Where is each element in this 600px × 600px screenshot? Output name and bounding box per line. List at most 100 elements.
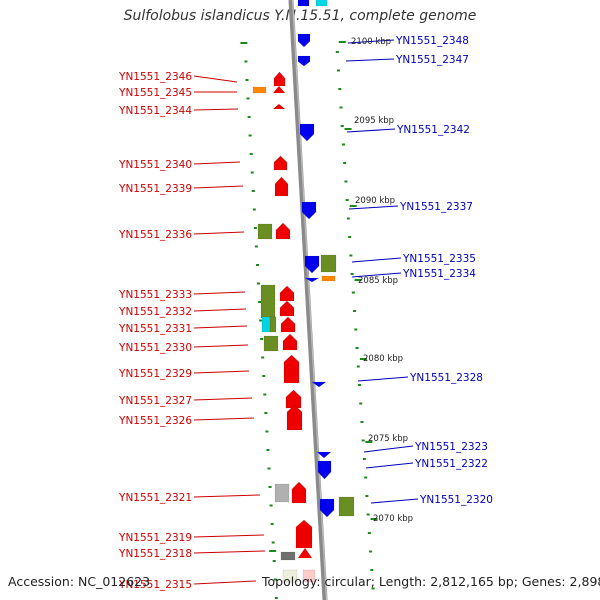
forward-gene [283,354,300,384]
tick-right [335,51,339,53]
forward-gene [279,300,295,317]
tick-left [254,245,258,248]
major-tick-right [338,41,346,43]
tick-left [269,504,273,507]
tick-left [268,486,272,488]
tick-right [364,476,368,479]
tick-left [246,97,250,100]
tick-left [264,412,268,414]
tick-right [343,162,347,164]
gene-label-yn1551-2347: YN1551_2347 [395,54,469,66]
tick-left [266,449,270,451]
gene-features [252,0,355,583]
tick-left [251,190,255,192]
rna-feature [252,86,267,94]
other-feature [261,316,272,333]
tick-left [265,430,269,433]
leader-line [193,397,253,401]
leader-line [193,291,246,295]
gene-label-yn1551-2328: YN1551_2328 [409,372,483,384]
major-tick-right [354,279,362,281]
tick-right [337,69,341,72]
other-feature [263,335,279,352]
leader-line [348,205,399,210]
kbp-label: 2070 kbp [373,514,413,524]
reverse-gene [312,382,326,387]
tick-right [371,587,375,590]
kbp-label: 2075 kbp [368,434,408,444]
forward-gene [285,389,302,409]
forward-gene [280,316,296,333]
reverse-gene [317,452,331,458]
tick-left [260,338,264,340]
major-tick-left [269,550,277,552]
gene-label-yn1551-2331: YN1551_2331 [118,323,192,335]
gene-label-yn1551-2345: YN1551_2345 [118,87,192,99]
tick-right [366,513,370,516]
tick-left [273,578,277,581]
tick-left [262,375,266,377]
leader-line [351,257,402,263]
tick-left [257,282,261,285]
leader-line [347,39,395,44]
tick-right [365,495,369,497]
tick-left [245,79,249,81]
major-tick-right [344,128,352,130]
reverse-gene [305,278,319,282]
gene-label-yn1551-2315: YN1551_2315 [118,579,192,591]
tick-left [250,171,254,174]
gene-label-yn1551-2346: YN1551_2346 [118,71,192,83]
reverse-gene [297,0,310,7]
leader-line [193,550,266,554]
forward-gene [282,333,298,351]
topology-text: Topology: circular; Length: 2,812,165 bp… [262,574,600,589]
reverse-gene [299,123,315,142]
leader-line [193,534,265,538]
leader-line [193,580,257,585]
tick-marks [240,41,378,599]
tick-left [252,208,256,211]
tick-left [263,393,267,396]
tick-right [353,310,357,312]
leader-line [193,108,239,111]
gene-label-yn1551-2337: YN1551_2337 [399,201,473,213]
major-tick-right [365,441,373,443]
gene-label-yn1551-2336: YN1551_2336 [118,229,192,241]
tick-right [348,236,352,238]
gene-label-yn1551-2326: YN1551_2326 [118,415,192,427]
tick-right [360,421,364,423]
other-feature [257,223,273,240]
leader-line [193,370,250,374]
kbp-label: 2080 kbp [363,354,403,364]
gene-label-yn1551-2329: YN1551_2329 [118,368,192,380]
other-feature [338,496,355,517]
gene-label-yn1551-2348: YN1551_2348 [395,35,469,47]
reverse-gene [317,460,332,480]
leader-line [193,325,248,329]
leader-line [346,128,396,133]
tick-right [341,143,345,146]
tick-right [370,569,374,571]
gene-label-yn1551-2327: YN1551_2327 [118,395,192,407]
tick-right [350,273,354,275]
leader-line [193,231,245,235]
gene-label-yn1551-2319: YN1551_2319 [118,532,192,544]
kbp-label: 2100 kbp [351,37,391,47]
forward-gene [275,222,291,240]
leader-line [193,161,241,165]
reverse-gene [301,201,317,220]
reverse-gene [319,498,335,518]
gene-label-yn1551-2323: YN1551_2323 [414,441,488,453]
gene-label-yn1551-2322: YN1551_2322 [414,458,488,470]
reverse-gene [297,33,311,48]
tick-right [361,439,365,442]
other-feature [302,569,316,583]
kbp-label: 2090 kbp [355,196,395,206]
tick-right [339,106,343,109]
leader-line [357,376,409,382]
accession-text: Accession: NC_012623 [8,574,151,589]
tick-right [340,125,344,127]
tick-right [354,328,358,331]
tick-right [359,402,363,405]
